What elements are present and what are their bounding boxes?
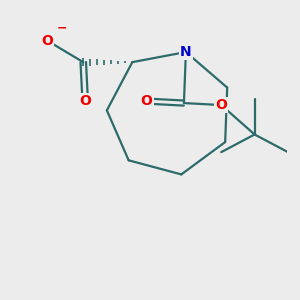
Text: O: O	[215, 98, 227, 112]
Text: O: O	[141, 94, 153, 108]
Text: O: O	[79, 94, 91, 108]
Text: O: O	[41, 34, 53, 48]
Text: −: −	[57, 22, 67, 34]
Text: N: N	[180, 45, 192, 59]
